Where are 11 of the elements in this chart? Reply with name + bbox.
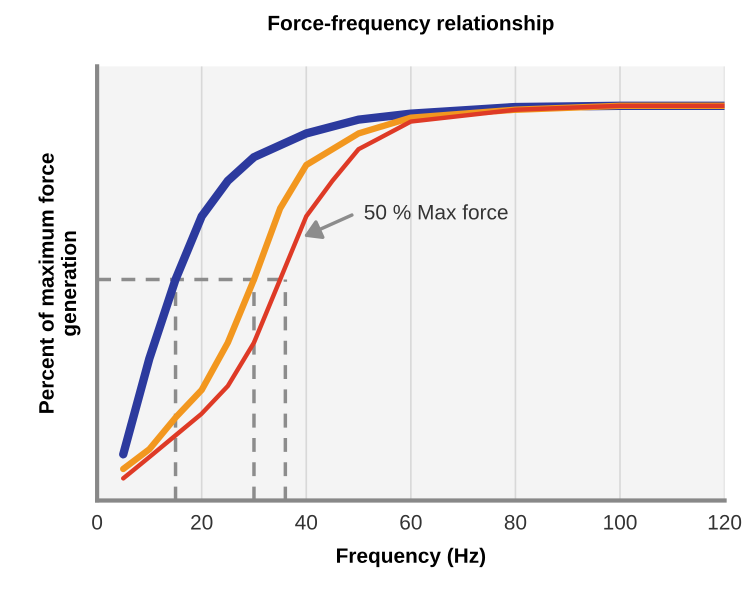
annotation: 50 % Max force bbox=[364, 204, 508, 220]
x-tick-label: 40 bbox=[295, 514, 318, 530]
x-axis-title: Frequency (Hz) bbox=[337, 548, 486, 568]
x-tick-label: 100 bbox=[604, 514, 637, 530]
x-tick-label: 20 bbox=[191, 514, 212, 530]
x-tick-label: 0 bbox=[92, 514, 102, 530]
x-tick-label: 80 bbox=[504, 514, 526, 530]
x-tick-label: 120 bbox=[708, 514, 742, 530]
y-axis-title: Percent of maximum force generation bbox=[38, 153, 80, 413]
x-tick-label: 60 bbox=[400, 514, 422, 530]
chart-title: Force-frequency relationship bbox=[268, 15, 554, 35]
